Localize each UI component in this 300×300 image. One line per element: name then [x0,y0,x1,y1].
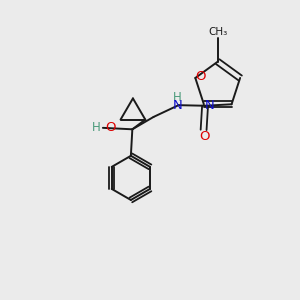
Text: O: O [105,121,116,134]
Text: CH₃: CH₃ [209,27,228,37]
Text: H: H [92,121,100,134]
Text: H: H [173,91,182,104]
Text: O: O [199,130,209,143]
Text: O: O [195,70,206,83]
Text: N: N [205,99,214,112]
Text: N: N [172,99,182,112]
